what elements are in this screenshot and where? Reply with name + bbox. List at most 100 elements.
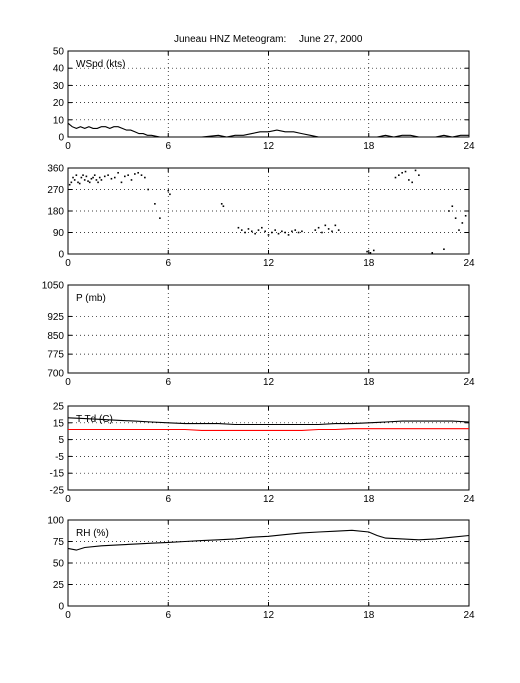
data-point [271,231,273,234]
data-point [220,203,223,205]
y-tick-label: 25 [53,402,65,413]
y-tick-label: 1050 [42,281,65,292]
x-tick-label: 24 [463,494,475,505]
title-station: Juneau HNZ Meteogram: [174,34,286,45]
data-point [261,226,263,229]
data-point [314,229,317,231]
y-tick-label: 850 [47,331,64,342]
data-point [82,174,84,176]
data-point [287,234,290,236]
data-point [140,174,143,176]
x-tick-label: 0 [65,610,71,621]
data-point [110,177,113,180]
y-tick-label: 50 [53,47,65,58]
data-point [321,231,323,234]
data-point [454,217,457,219]
x-tick-label: 18 [363,141,375,152]
data-point [244,231,246,234]
data-point [68,183,71,186]
data-point [137,171,139,174]
data-point [72,176,74,179]
data-point [324,224,327,227]
y-tick-label: 50 [53,559,65,570]
y-tick-label: 270 [47,185,64,196]
data-point [75,174,78,176]
data-point [80,176,83,179]
data-point [458,229,460,231]
data-point [113,176,116,179]
data-point [334,224,337,227]
data-point [337,229,340,231]
data-point [120,181,123,184]
y-tick-label: 30 [53,81,65,92]
data-point [398,174,400,176]
x-tick-label: 18 [363,258,375,269]
x-tick-label: 24 [463,258,475,269]
panel-5: 0 6 12 18 24 0 25 50 75 100 RH (%) [47,516,475,622]
data-point [107,174,109,176]
x-tick-label: 18 [363,377,375,388]
data-point [274,229,276,231]
data-point [83,179,86,181]
data-point [250,230,253,233]
data-point [291,230,293,233]
data-point [237,226,240,229]
data-point [451,205,454,208]
x-tick-label: 12 [263,610,275,621]
data-point [88,181,91,184]
series-line-1 [67,122,469,138]
y-tick-label: -25 [50,486,65,497]
x-tick-label: 6 [165,494,171,505]
data-point [90,177,93,180]
y-tick-label: 25 [53,580,65,591]
y-tick-label: 360 [47,164,64,175]
data-point [103,175,106,178]
y-tick-label: 15 [53,418,65,429]
y-tick-label: 0 [58,250,64,261]
x-tick-label: 12 [263,377,275,388]
data-point [401,171,403,174]
panel-label: RH (%) [76,528,109,539]
data-point [464,214,467,217]
data-point [87,180,89,182]
data-point [418,174,420,176]
y-tick-label: 75 [53,537,65,548]
data-point [372,249,375,252]
data-point [301,230,303,233]
data-point [281,230,283,233]
y-tick-label: 90 [53,228,65,239]
x-tick-label: 18 [363,610,375,621]
x-tick-label: 0 [65,494,71,505]
data-point [240,229,243,231]
data-point [127,174,129,176]
data-point [294,229,297,231]
y-tick-label: 775 [47,350,64,361]
data-point [317,226,320,229]
data-point [369,252,372,254]
panel-2: 0 6 12 18 24 0 90 180 270 360 [47,164,475,270]
data-point [147,188,149,191]
data-point [154,203,156,205]
x-tick-label: 0 [65,258,71,269]
data-point [167,189,170,192]
x-tick-label: 24 [463,377,475,388]
data-point [134,173,136,175]
y-tick-label: -15 [50,469,65,480]
data-point [93,174,96,176]
x-tick-label: 6 [165,141,171,152]
data-point [461,222,464,224]
panel-3: 0 6 12 18 24 700 775 850 925 1050 P (mb) [42,281,475,389]
data-point [98,176,101,179]
y-tick-label: 100 [47,516,64,527]
data-point [78,182,81,185]
data-point [267,234,270,236]
y-tick-label: -5 [55,452,64,463]
data-point [222,205,225,208]
title-date: June 27, 2000 [299,34,363,45]
y-tick-label: 10 [53,115,65,126]
data-point [100,179,103,181]
y-tick-label: 700 [47,369,64,380]
x-tick-label: 12 [263,258,275,269]
